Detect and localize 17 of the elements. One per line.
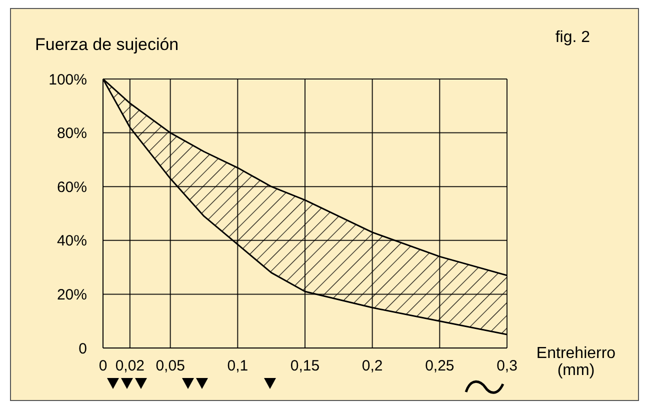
y-tick-label: 80% (56, 125, 87, 142)
y-tick-label: 60% (56, 178, 87, 196)
y-tick-label: 20% (56, 286, 87, 304)
text: fig. 2 (555, 29, 590, 47)
x-tick-label: 0,05 (156, 358, 185, 375)
x-tick-label: 0,3 (496, 358, 518, 375)
x-axis-title: Entrehierro (mm) (535, 345, 617, 379)
x-tick-label: 0,25 (425, 358, 454, 375)
y-tick-label: 0 (78, 340, 87, 358)
x-tick-label: 0,15 (290, 358, 320, 375)
x-tick-label: 0,2 (362, 358, 383, 375)
y-axis-title: Fuerza de sujeción (35, 35, 179, 55)
x-tick-label: 0,1 (227, 358, 248, 375)
x-tick-label: 0 (98, 358, 108, 375)
x-tick-label: 0,02 (115, 358, 145, 375)
y-tick-label: 100% (48, 71, 87, 88)
y-tick-label: 40% (56, 232, 87, 250)
